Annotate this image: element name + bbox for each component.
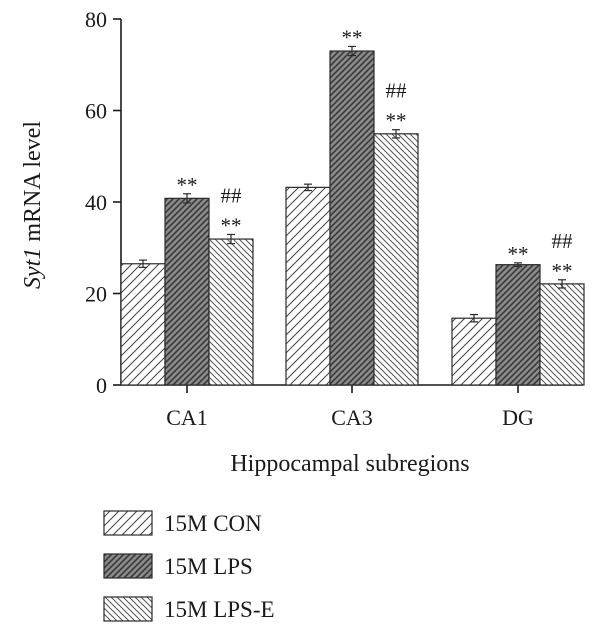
- error-bar: [139, 259, 147, 269]
- legend-item: 15M LPS: [103, 553, 253, 579]
- x-axis-ticks: CA1 CA3 DG: [166, 385, 534, 430]
- error-bar: [392, 129, 400, 139]
- legend-item: 15M LPS-E: [103, 596, 275, 622]
- bar: [329, 50, 375, 386]
- error-bar: [348, 45, 356, 57]
- y-axis-title-rest: mRNA level: [20, 121, 46, 248]
- y-tick-label: 20: [85, 282, 107, 307]
- error-bar: [470, 313, 478, 323]
- legend-swatch: [103, 553, 153, 579]
- legend-label: 15M LPS-E: [164, 597, 275, 622]
- bar: [373, 133, 419, 386]
- bar-series: [120, 45, 585, 386]
- error-bar: [227, 233, 235, 245]
- error-bar: [304, 183, 312, 192]
- x-axis-title: Hippocampal subregions: [230, 451, 469, 477]
- bar: [539, 283, 585, 386]
- legend-label: 15M LPS: [164, 554, 253, 579]
- bar: [451, 317, 497, 386]
- significance-label: **: [221, 213, 242, 237]
- error-bar: [514, 262, 522, 268]
- y-axis-title-gene: Syt1: [20, 248, 46, 289]
- significance-label: ##: [386, 79, 408, 103]
- significance-label: ##: [552, 229, 574, 253]
- legend-swatch: [103, 510, 153, 536]
- significance-label: **: [177, 173, 198, 197]
- bar: [208, 238, 254, 386]
- y-tick-label: 0: [96, 373, 107, 398]
- x-tick-label: CA3: [331, 405, 373, 430]
- x-tick-label: CA1: [166, 405, 208, 430]
- y-axis-ticks: 0 20 40 60 80: [85, 7, 121, 398]
- legend: 15M CON 15M LPS 15M LPS-E: [103, 510, 275, 622]
- bar: [495, 264, 541, 386]
- bar: [120, 263, 166, 386]
- legend-label: 15M CON: [164, 511, 262, 536]
- significance-label: **: [508, 242, 529, 266]
- error-bar: [183, 193, 191, 204]
- bar: [285, 186, 331, 386]
- x-tick-label: DG: [502, 405, 534, 430]
- significance-label: **: [552, 259, 573, 283]
- y-axis-title: Syt1 mRNA level: [20, 121, 46, 289]
- significance-label: **: [342, 25, 363, 49]
- error-bar: [558, 279, 566, 289]
- legend-item: 15M CON: [103, 510, 262, 536]
- y-tick-label: 60: [85, 99, 107, 124]
- legend-swatch: [103, 596, 153, 622]
- y-tick-label: 40: [85, 190, 107, 215]
- significance-label: **: [386, 109, 407, 133]
- significance-label: ##: [221, 183, 243, 207]
- significance-annotations: ** ** ## ** ** ## ** ** ##: [177, 25, 574, 282]
- y-tick-label: 80: [85, 7, 107, 32]
- bar: [164, 197, 210, 386]
